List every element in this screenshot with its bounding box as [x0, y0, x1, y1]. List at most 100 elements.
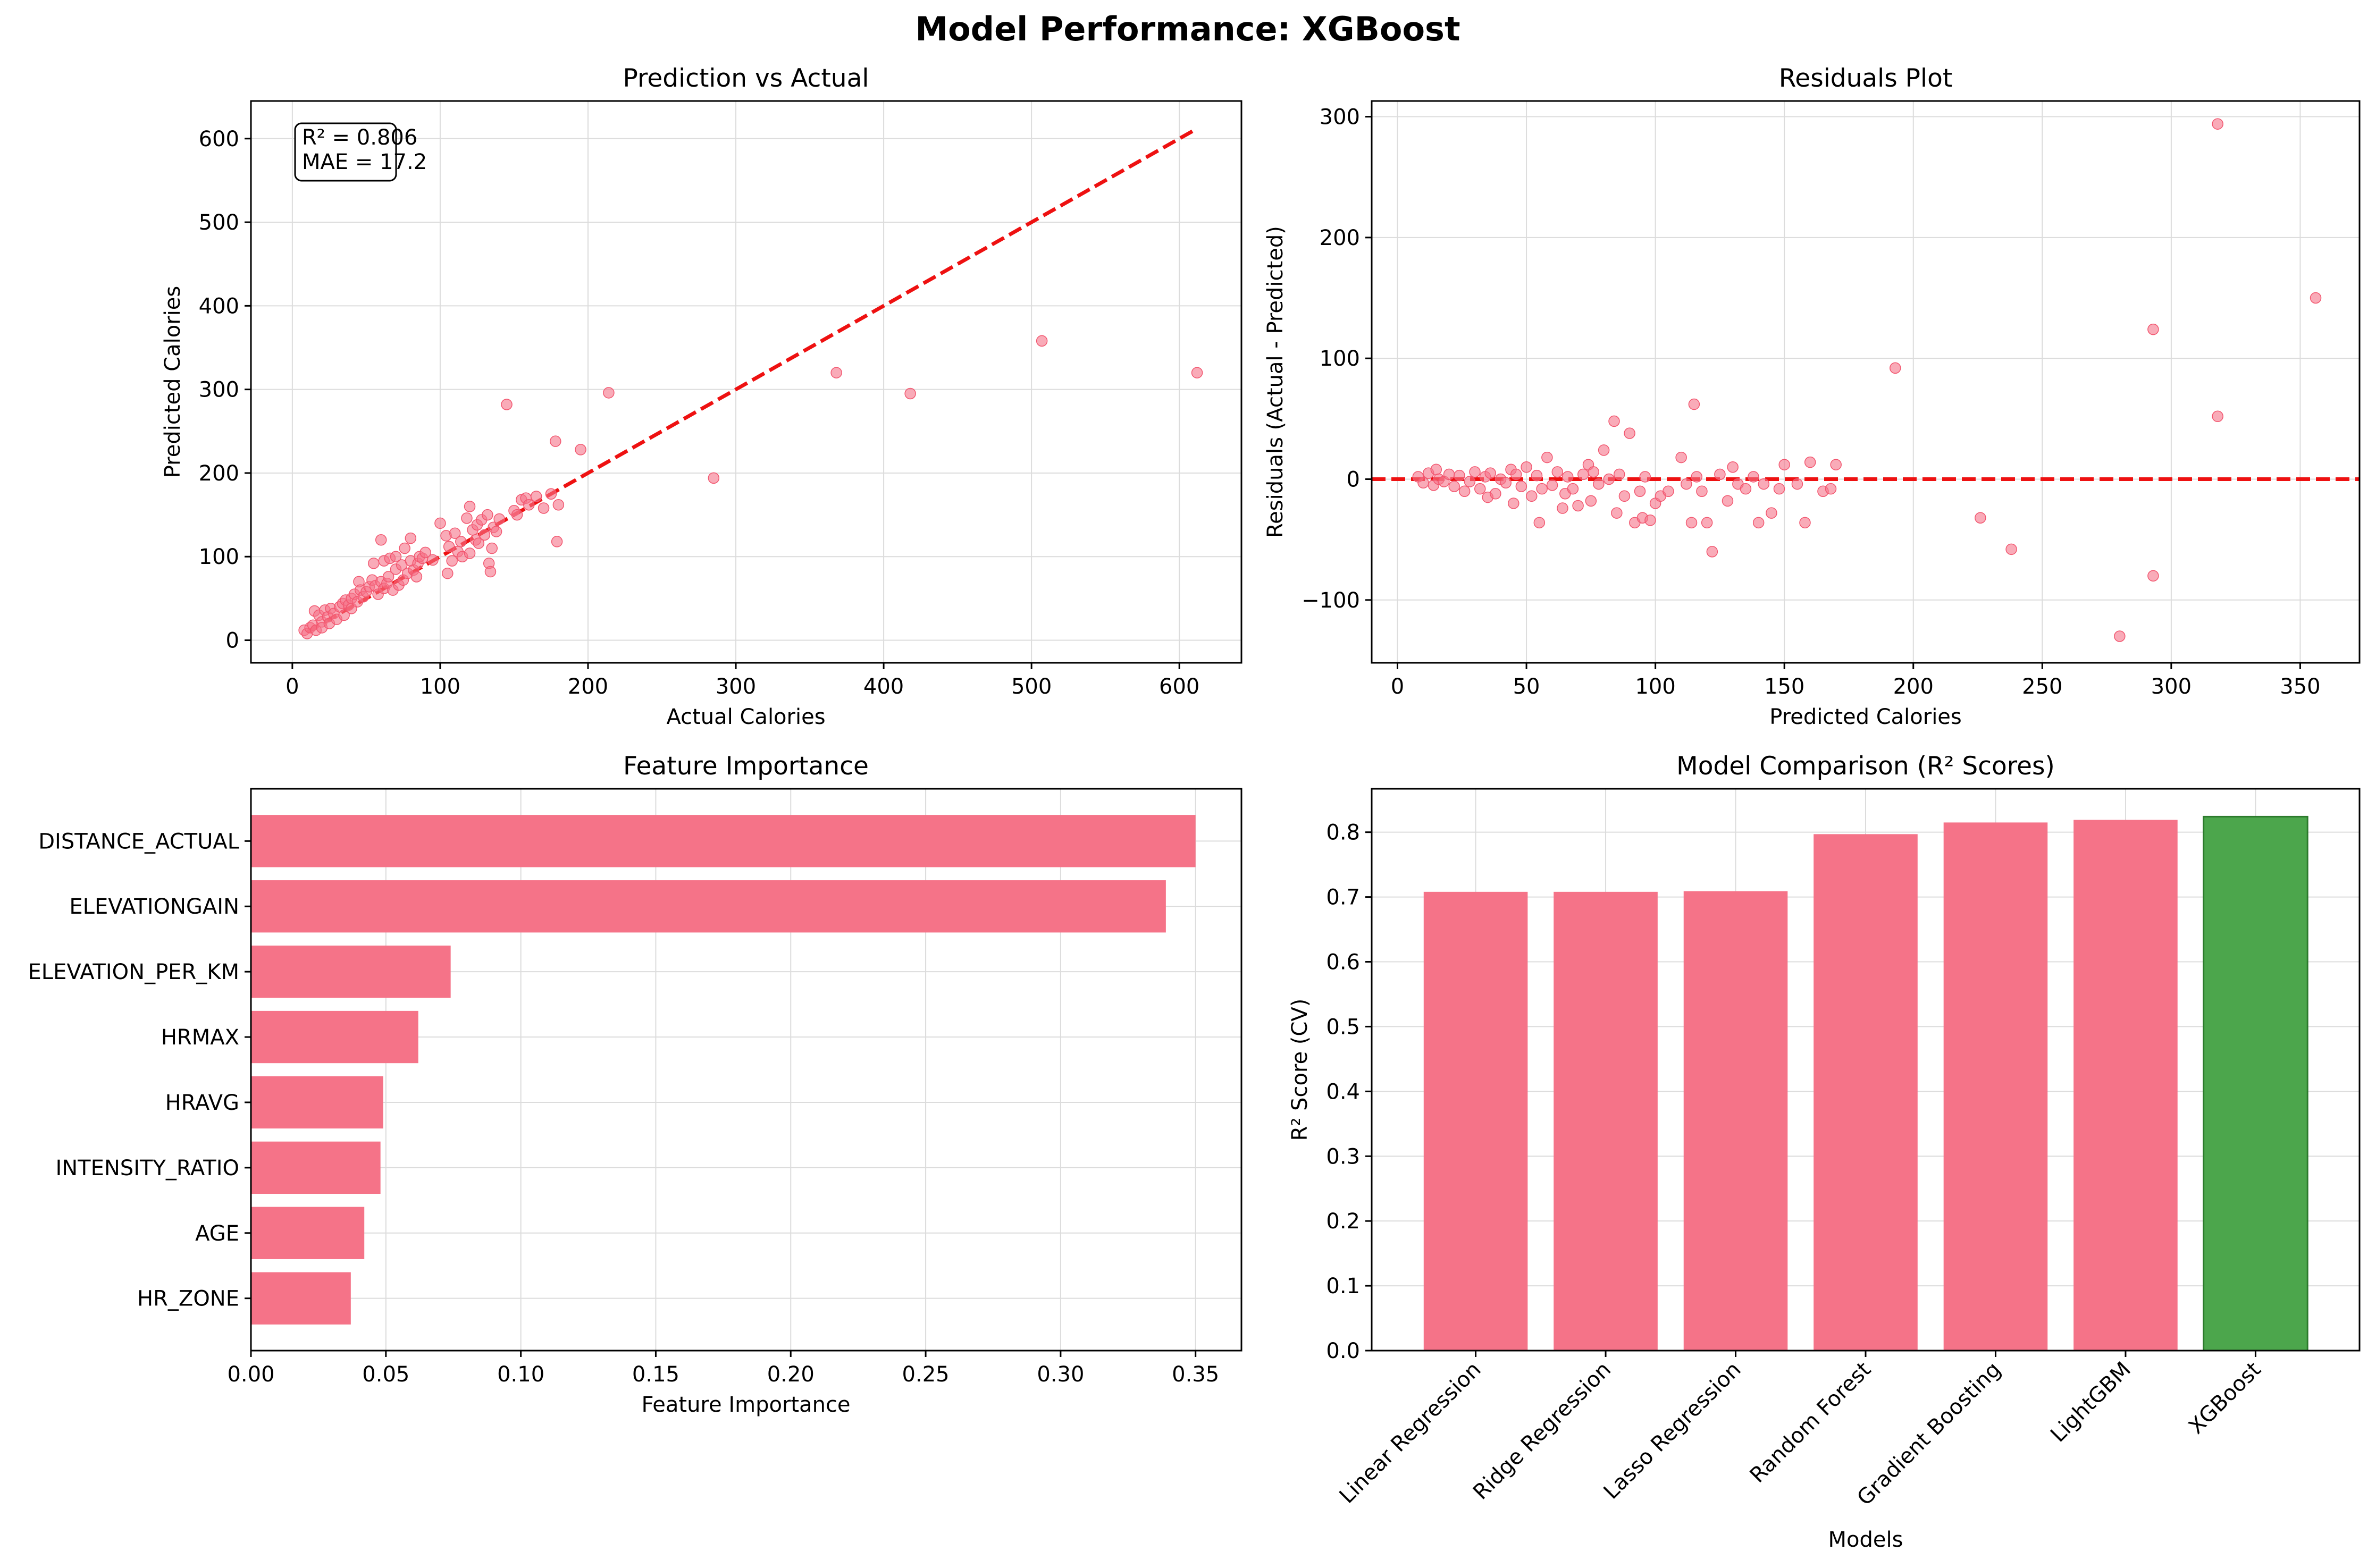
- residual-point: [1515, 480, 1527, 492]
- residual-point: [1890, 362, 1901, 374]
- plot-area-prediction-vs-actual: [250, 100, 1242, 664]
- residual-point: [1533, 517, 1546, 529]
- residual-point: [1464, 476, 1476, 487]
- residual-point: [1830, 459, 1842, 470]
- residual-point: [1469, 466, 1481, 478]
- scatter-point: [455, 536, 467, 547]
- residual-point: [1799, 517, 1811, 529]
- scatter-point: [368, 558, 380, 569]
- model-label: LightGBM: [2046, 1358, 2136, 1447]
- scatter-point: [1036, 335, 1048, 347]
- residual-point: [1639, 471, 1651, 483]
- residual-point: [2005, 543, 2017, 555]
- residual-point: [2114, 630, 2126, 642]
- residual-point: [1727, 461, 1739, 473]
- y-tick-label: 0.3: [1326, 1144, 1360, 1169]
- scatter-point: [482, 509, 493, 521]
- metrics-annotation: R² = 0.806 MAE = 17.2: [294, 122, 427, 182]
- model-label: Gradient Boosting: [1852, 1358, 2005, 1511]
- residual-point: [1458, 485, 1471, 497]
- residual-point: [1500, 477, 1512, 489]
- scatter-point: [530, 491, 542, 502]
- residual-point: [1778, 459, 1790, 470]
- residual-point: [1430, 463, 1442, 476]
- panel-title-residuals: Residuals Plot: [1779, 64, 1953, 93]
- scatter-point: [473, 537, 484, 549]
- residual-point: [1572, 500, 1584, 512]
- residual-point: [1443, 468, 1455, 480]
- scatter-point: [419, 546, 431, 559]
- y-tick-label: 0: [1347, 467, 1360, 492]
- residual-point: [1773, 483, 1785, 495]
- feature-label: DISTANCE_ACTUAL: [38, 829, 239, 854]
- importance-bar: [251, 815, 1196, 867]
- residual-point: [1758, 478, 1770, 490]
- xlabel-models: Models: [1828, 1528, 1903, 1552]
- x-tick-label: 600: [1159, 675, 1199, 699]
- model-label: Ridge Regression: [1468, 1358, 1616, 1505]
- y-tick-label: 0.7: [1326, 886, 1360, 910]
- residual-point: [1577, 468, 1589, 480]
- importance-bar: [251, 1207, 365, 1259]
- importance-bar: [251, 1141, 381, 1194]
- x-tick-label: 0.05: [362, 1362, 409, 1387]
- scatter-point: [461, 512, 473, 524]
- importance-bar: [251, 1272, 351, 1325]
- residual-point: [1531, 469, 1543, 482]
- residual-point: [1608, 415, 1620, 427]
- residual-point: [1975, 512, 1986, 524]
- scatter-point: [551, 536, 563, 547]
- x-tick-label: 100: [420, 675, 460, 699]
- y-tick-label: 0.1: [1326, 1274, 1360, 1299]
- x-tick-label: 0.35: [1172, 1362, 1219, 1387]
- residual-point: [2147, 323, 2159, 335]
- residual-point: [1508, 498, 1519, 509]
- scatter-point: [501, 399, 513, 410]
- y-tick-label: 0.6: [1326, 950, 1360, 975]
- y-tick-label: 300: [1320, 105, 1360, 130]
- panel-residuals: Residuals Plot 0 50 100 150 200 250 300 350 −100…: [1263, 64, 2361, 729]
- scatter-point: [464, 501, 476, 512]
- residual-point: [1675, 451, 1687, 463]
- scatter-point: [575, 444, 586, 456]
- x-tick-label: 0.10: [497, 1362, 544, 1387]
- x-tick-label: 100: [1635, 675, 1675, 699]
- residual-point: [1791, 478, 1803, 490]
- model-label: Lasso Regression: [1599, 1358, 1746, 1504]
- residual-point: [1593, 478, 1605, 490]
- residual-point: [1551, 466, 1564, 478]
- x-tick-label: 0.30: [1037, 1362, 1084, 1387]
- y-tick-label: 100: [1320, 347, 1360, 371]
- x-tick-label: 500: [1011, 675, 1052, 699]
- x-tick-label: 200: [1893, 675, 1934, 699]
- residual-point: [1825, 483, 1837, 495]
- residual-point: [1706, 546, 1718, 558]
- scatter-point: [434, 517, 446, 529]
- y-tick-label: 0.0: [1326, 1339, 1360, 1363]
- x-tick-label: 0: [286, 675, 299, 699]
- x-tick-label: 200: [568, 675, 608, 699]
- scatter-point: [904, 387, 916, 400]
- x-tick-label: 50: [1513, 675, 1540, 699]
- residual-point: [1740, 483, 1752, 495]
- residual-point: [1526, 490, 1538, 502]
- residual-point: [1618, 490, 1631, 502]
- panel-title-feature-importance: Feature Importance: [623, 752, 869, 781]
- scatter-point: [1191, 367, 1203, 378]
- panel-prediction-vs-actual: Prediction vs Actual 0 100 200 300 400 500 600…: [161, 64, 1242, 729]
- residual-point: [1448, 480, 1460, 492]
- residual-point: [1714, 468, 1726, 480]
- scatter-point: [446, 555, 458, 567]
- x-tick-label: 300: [716, 675, 756, 699]
- metric-r2: R² = 0.806: [302, 125, 417, 150]
- y-tick-label: 0.8: [1326, 821, 1360, 845]
- y-tick-label: 0: [226, 629, 239, 653]
- y-tick-label: 400: [199, 294, 239, 318]
- scatter-point: [490, 526, 502, 537]
- ylabel-r2-score: R² Score (CV): [1288, 999, 1312, 1141]
- residual-point: [1541, 451, 1553, 463]
- residual-point: [1611, 507, 1623, 519]
- xlabel-actual-calories: Actual Calories: [666, 705, 825, 729]
- xlabel-predicted-calories: Predicted Calories: [1769, 705, 1962, 729]
- residual-point: [1561, 471, 1574, 483]
